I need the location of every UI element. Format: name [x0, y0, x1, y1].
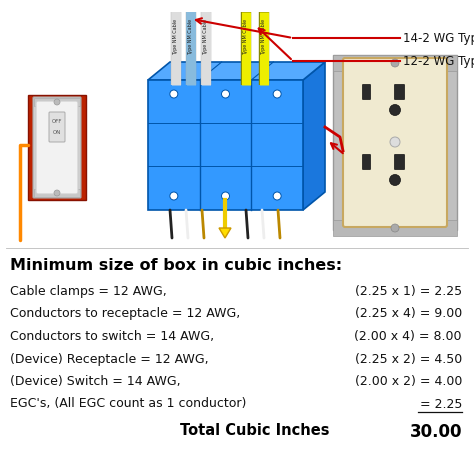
Text: (Device) Switch = 14 AWG,: (Device) Switch = 14 AWG, — [10, 375, 181, 388]
FancyBboxPatch shape — [148, 80, 303, 210]
FancyBboxPatch shape — [36, 101, 78, 194]
Text: = 2.25: = 2.25 — [419, 398, 462, 410]
Text: 14-2 WG Type NM Cable: 14-2 WG Type NM Cable — [403, 31, 474, 45]
FancyBboxPatch shape — [363, 84, 371, 100]
Circle shape — [273, 90, 281, 98]
FancyBboxPatch shape — [363, 155, 371, 170]
Text: (Device) Receptacle = 12 AWG,: (Device) Receptacle = 12 AWG, — [10, 353, 209, 365]
Text: ON: ON — [53, 130, 61, 136]
FancyBboxPatch shape — [28, 95, 86, 200]
Text: 30.00: 30.00 — [410, 423, 462, 441]
Polygon shape — [219, 228, 231, 238]
Text: Type NM Cable: Type NM Cable — [244, 19, 248, 55]
FancyBboxPatch shape — [33, 97, 81, 198]
Circle shape — [390, 174, 401, 185]
Text: (2.00 x 4) = 8.00: (2.00 x 4) = 8.00 — [355, 330, 462, 343]
Text: Type NM Cable: Type NM Cable — [203, 19, 209, 55]
Text: Type NM Cable: Type NM Cable — [173, 19, 179, 55]
Circle shape — [221, 90, 229, 98]
Text: Type NM Cable: Type NM Cable — [189, 19, 193, 55]
Text: OFF: OFF — [52, 118, 62, 124]
Circle shape — [170, 192, 178, 200]
Text: (2.25 x 2) = 4.50: (2.25 x 2) = 4.50 — [355, 353, 462, 365]
Circle shape — [170, 90, 178, 98]
FancyBboxPatch shape — [333, 55, 457, 71]
Text: EGC's, (All EGC count as 1 conductor): EGC's, (All EGC count as 1 conductor) — [10, 398, 246, 410]
Circle shape — [54, 99, 60, 105]
FancyBboxPatch shape — [394, 84, 404, 100]
Text: Conductors to switch = 14 AWG,: Conductors to switch = 14 AWG, — [10, 330, 214, 343]
FancyBboxPatch shape — [49, 112, 65, 142]
Circle shape — [54, 190, 60, 196]
Text: (2.25 x 1) = 2.25: (2.25 x 1) = 2.25 — [355, 285, 462, 298]
FancyBboxPatch shape — [343, 58, 447, 227]
Text: (2.00 x 2) = 4.00: (2.00 x 2) = 4.00 — [355, 375, 462, 388]
Circle shape — [390, 104, 401, 116]
Text: Cable clamps = 12 AWG,: Cable clamps = 12 AWG, — [10, 285, 167, 298]
Circle shape — [221, 192, 229, 200]
Circle shape — [391, 224, 399, 232]
Text: Type NM Cable: Type NM Cable — [262, 19, 266, 55]
FancyBboxPatch shape — [34, 189, 80, 197]
Text: Conductors to receptacle = 12 AWG,: Conductors to receptacle = 12 AWG, — [10, 308, 240, 320]
Circle shape — [391, 59, 399, 67]
Text: (2.25 x 4) = 9.00: (2.25 x 4) = 9.00 — [355, 308, 462, 320]
FancyBboxPatch shape — [394, 155, 404, 170]
FancyBboxPatch shape — [333, 220, 457, 236]
Text: 12-2 WG Type NM Cable: 12-2 WG Type NM Cable — [403, 55, 474, 67]
Text: Total Cubic Inches: Total Cubic Inches — [181, 423, 330, 438]
Text: Minimum size of box in cubic inches:: Minimum size of box in cubic inches: — [10, 258, 342, 273]
FancyBboxPatch shape — [333, 55, 457, 230]
Polygon shape — [148, 62, 325, 80]
Circle shape — [390, 137, 400, 147]
Polygon shape — [303, 62, 325, 210]
FancyBboxPatch shape — [34, 98, 80, 106]
Circle shape — [273, 192, 281, 200]
